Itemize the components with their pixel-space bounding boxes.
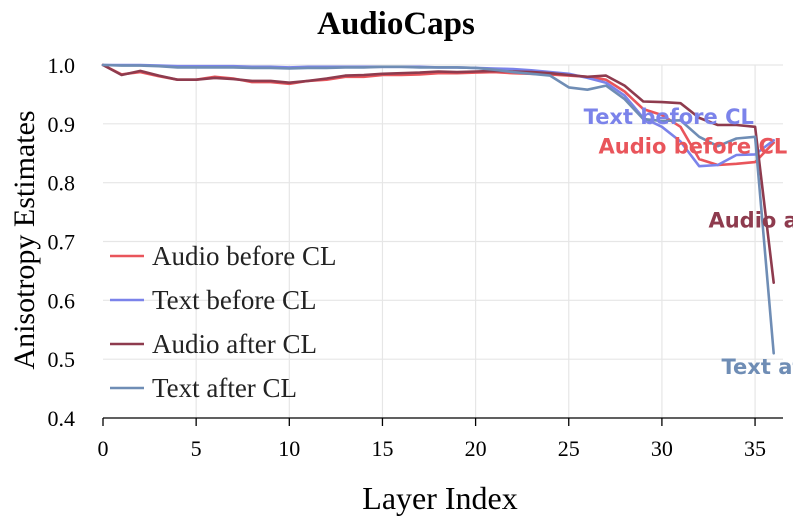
x-tick-label: 5 xyxy=(191,436,202,461)
x-tick-label: 10 xyxy=(278,436,300,461)
y-tick-label: 0.4 xyxy=(48,406,76,431)
y-tick-label: 0.7 xyxy=(48,230,76,255)
annotation-label: Text before CL xyxy=(584,105,754,129)
ticks: 0 5 10 15 20 25 30 35 0.4 0.5 0.6 0.7 0.8 0.9 1.0 xyxy=(48,53,767,461)
annotation-label: Audio before CL xyxy=(599,134,788,158)
x-tick-label: 35 xyxy=(744,436,766,461)
x-tick-label: 15 xyxy=(371,436,393,461)
legend: Audio before CL Text before CL Audio after… xyxy=(110,241,336,403)
y-tick-label: 0.8 xyxy=(48,171,76,196)
annotation-label: Text after CL xyxy=(722,355,793,379)
y-tick-label: 0.6 xyxy=(48,288,76,313)
x-axis-label: Layer Index xyxy=(362,480,517,516)
series-line-4 xyxy=(101,63,776,355)
legend-entry: Text after CL xyxy=(152,373,297,403)
x-tick-label: 20 xyxy=(465,436,487,461)
x-tick-label: 25 xyxy=(558,436,580,461)
legend-entry: Audio before CL xyxy=(152,241,336,271)
y-tick-label: 0.5 xyxy=(48,347,76,372)
y-axis-label: Anisotropy Estimates xyxy=(8,110,41,369)
y-tick-label: 1.0 xyxy=(48,53,76,78)
x-tick-label: 30 xyxy=(651,436,673,461)
annotation-label: Audio after CL xyxy=(708,208,793,232)
series-line-3 xyxy=(101,63,776,285)
series-lines xyxy=(101,63,776,355)
annotations: Text before CL Audio before CL Audio after… xyxy=(584,105,793,379)
chart-title: AudioCaps xyxy=(317,6,475,42)
y-tick-label: 0.9 xyxy=(48,112,76,137)
legend-entry: Text before CL xyxy=(152,285,317,315)
x-tick-label: 0 xyxy=(98,436,109,461)
legend-entry: Audio after CL xyxy=(152,329,317,359)
